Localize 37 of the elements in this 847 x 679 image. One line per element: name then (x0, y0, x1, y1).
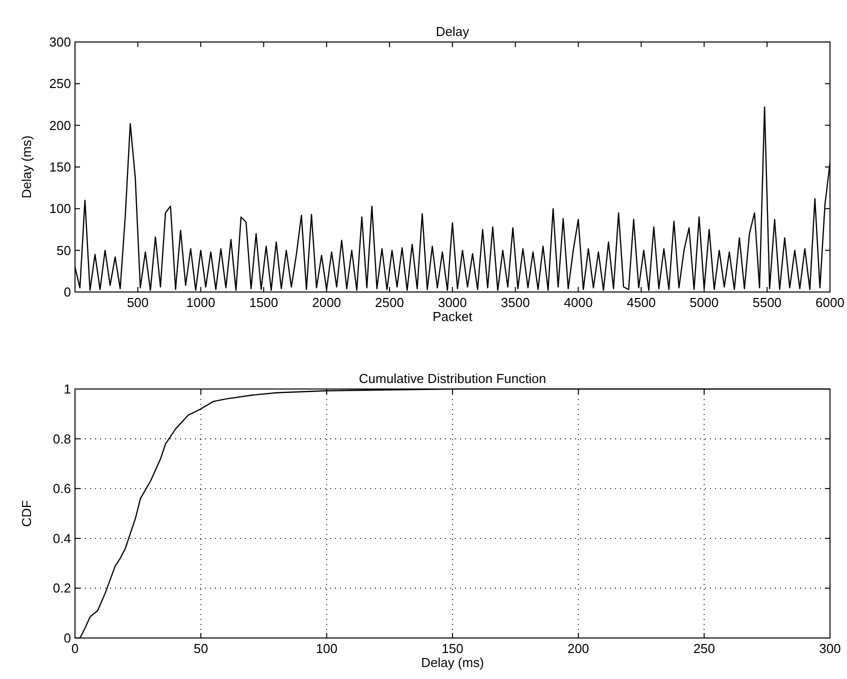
x-tick-label: 200 (567, 641, 590, 656)
y-tick-label: 0.2 (52, 580, 71, 596)
x-tick-label: 3000 (438, 295, 467, 310)
x-tick-label: 250 (693, 641, 716, 656)
y-tick-label: 50 (56, 242, 71, 258)
x-tick-label: 100 (316, 641, 338, 656)
x-tick-label: 5000 (690, 295, 719, 310)
x-tick-label: 300 (819, 641, 841, 656)
y-axis-title: CDF (19, 500, 34, 527)
x-tick-label: 500 (126, 295, 149, 310)
y-tick-label: 200 (49, 118, 71, 133)
y-tick-label: 0.6 (52, 481, 71, 496)
y-tick-label: 100 (49, 201, 71, 216)
x-axis-title: Packet (432, 309, 473, 324)
x-tick-label: 1500 (249, 295, 278, 310)
x-tick-label: 2000 (312, 295, 342, 310)
y-tick-label: 0.4 (52, 530, 71, 546)
x-tick-label: 1000 (186, 295, 216, 310)
x-tick-label: 150 (442, 641, 464, 656)
y-tick-label: 0.8 (52, 431, 71, 446)
y-tick-label: 150 (49, 160, 71, 174)
x-tick-label: 4500 (626, 295, 656, 310)
y-tick-label: 250 (49, 76, 71, 92)
chart-title: Delay (436, 24, 470, 39)
y-axis-title: Delay (ms) (19, 136, 34, 198)
x-tick-label: 6000 (816, 295, 844, 310)
y-tick-label: 1 (64, 382, 71, 396)
x-tick-label: 3500 (500, 295, 530, 310)
x-tick-label: 5500 (752, 295, 782, 310)
x-axis-title: Delay (ms) (421, 655, 484, 670)
y-tick-label: 0 (64, 630, 71, 646)
y-tick-label: 300 (49, 34, 71, 50)
x-tick-label: 50 (194, 641, 208, 656)
y-tick-label: 0 (64, 284, 71, 300)
x-tick-label: 2500 (375, 295, 404, 310)
chart-title: Cumulative Distribution Function (358, 371, 546, 386)
x-tick-label: 4000 (564, 295, 593, 310)
